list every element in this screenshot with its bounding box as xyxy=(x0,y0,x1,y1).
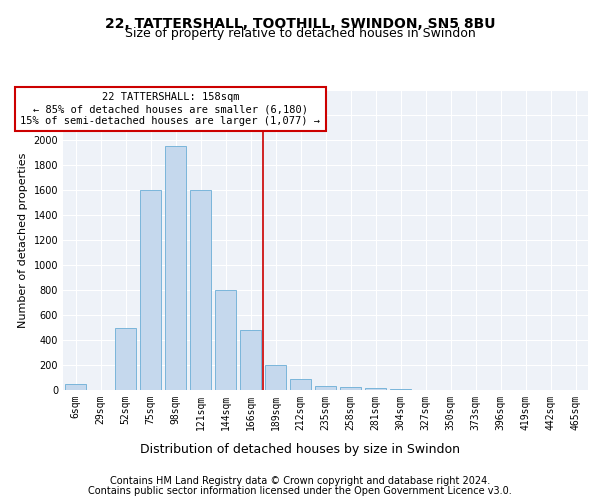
Bar xyxy=(340,387,361,390)
Bar xyxy=(140,190,161,390)
Y-axis label: Number of detached properties: Number of detached properties xyxy=(18,152,28,328)
Bar xyxy=(215,290,236,390)
Bar xyxy=(190,190,211,390)
Bar xyxy=(265,365,286,390)
Text: Distribution of detached houses by size in Swindon: Distribution of detached houses by size … xyxy=(140,442,460,456)
Text: Size of property relative to detached houses in Swindon: Size of property relative to detached ho… xyxy=(125,28,475,40)
Bar xyxy=(315,386,336,390)
Text: Contains public sector information licensed under the Open Government Licence v3: Contains public sector information licen… xyxy=(88,486,512,496)
Text: 22, TATTERSHALL, TOOTHILL, SWINDON, SN5 8BU: 22, TATTERSHALL, TOOTHILL, SWINDON, SN5 … xyxy=(105,18,495,32)
Text: Contains HM Land Registry data © Crown copyright and database right 2024.: Contains HM Land Registry data © Crown c… xyxy=(110,476,490,486)
Bar xyxy=(390,389,411,390)
Bar xyxy=(165,146,186,390)
Bar xyxy=(290,379,311,390)
Bar xyxy=(365,388,386,390)
Bar xyxy=(240,330,261,390)
Bar xyxy=(115,328,136,390)
Text: 22 TATTERSHALL: 158sqm
← 85% of detached houses are smaller (6,180)
15% of semi-: 22 TATTERSHALL: 158sqm ← 85% of detached… xyxy=(20,92,320,126)
Bar xyxy=(65,384,86,390)
